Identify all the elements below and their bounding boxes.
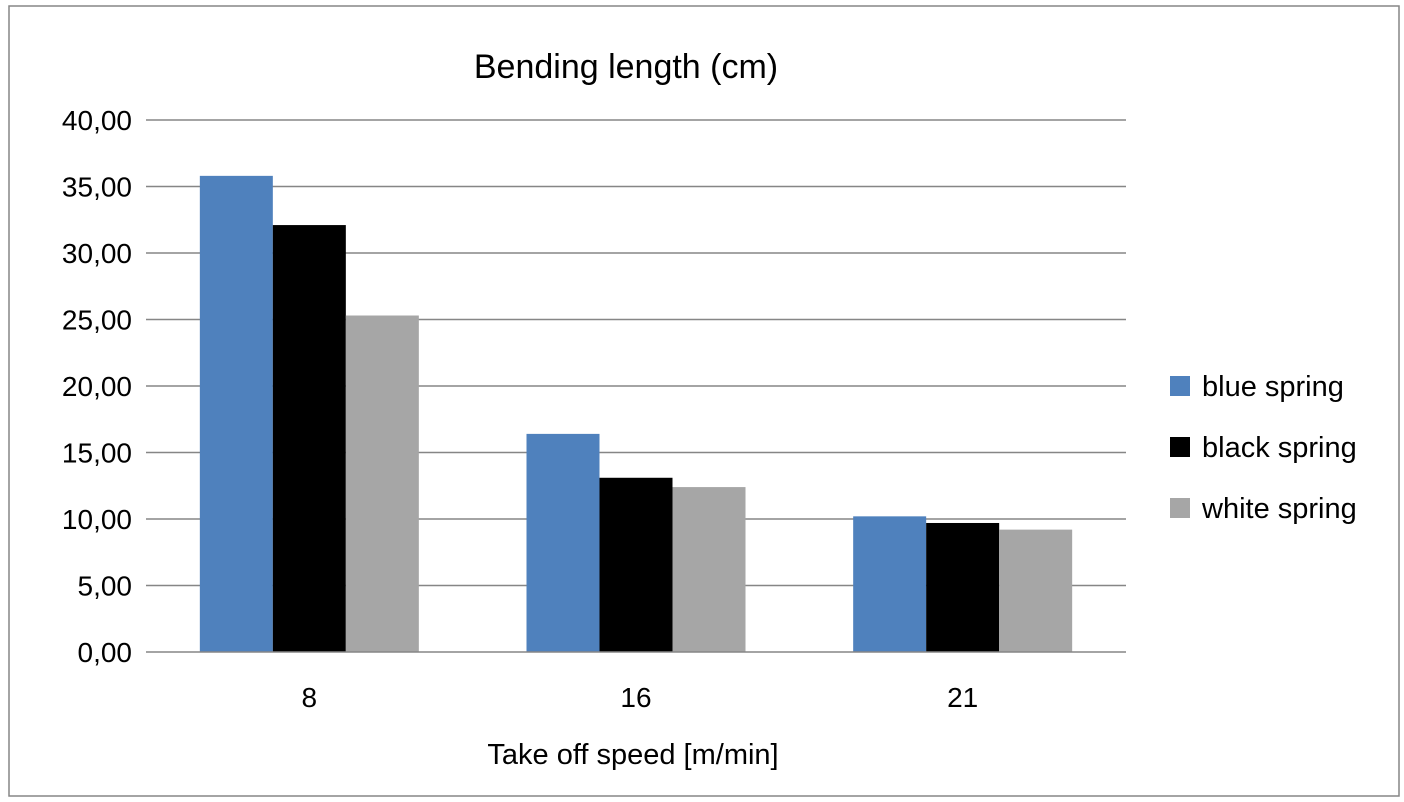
bar-white-spring-8 (345, 315, 419, 652)
bar-blue-spring-16 (526, 433, 600, 652)
bar-white-spring-16 (672, 487, 746, 652)
y-tick-label: 40,00 (62, 105, 132, 136)
y-tick-label: 25,00 (62, 305, 132, 336)
y-tick-label: 10,00 (62, 504, 132, 535)
legend-label: blue spring (1202, 371, 1344, 403)
y-tick-label: 0,00 (78, 637, 133, 668)
bar-black-spring-8 (272, 225, 346, 652)
x-axis-tick-labels: 8 16 21 (302, 682, 979, 713)
legend-label: white spring (1201, 493, 1357, 525)
x-tick-label: 21 (947, 682, 978, 713)
bar-blue-spring-8 (199, 175, 273, 653)
y-tick-label: 20,00 (62, 371, 132, 402)
bar-blue-spring-21 (853, 516, 927, 652)
y-axis-tick-labels: 0,00 5,00 10,00 15,00 20,00 25,00 30,00 35,00 40… (62, 105, 132, 668)
legend-label: black spring (1202, 432, 1357, 464)
bar-black-spring-21 (926, 522, 1000, 652)
legend-swatch (1170, 498, 1190, 518)
chart-title: Bending length (cm) (474, 48, 778, 86)
y-tick-label: 30,00 (62, 238, 132, 269)
bar-black-spring-16 (599, 477, 673, 652)
bars (199, 175, 1073, 653)
bar-white-spring-21 (999, 529, 1073, 652)
y-tick-label: 5,00 (78, 571, 133, 602)
x-axis-title: Take off speed [m/min] (487, 739, 778, 771)
x-tick-label: 16 (620, 682, 651, 713)
legend-swatch (1170, 437, 1190, 457)
y-tick-label: 15,00 (62, 438, 132, 469)
legend: blue spring black spring white spring (1170, 371, 1357, 525)
y-tick-label: 35,00 (62, 172, 132, 203)
x-tick-label: 8 (302, 682, 318, 713)
legend-swatch (1170, 376, 1190, 396)
